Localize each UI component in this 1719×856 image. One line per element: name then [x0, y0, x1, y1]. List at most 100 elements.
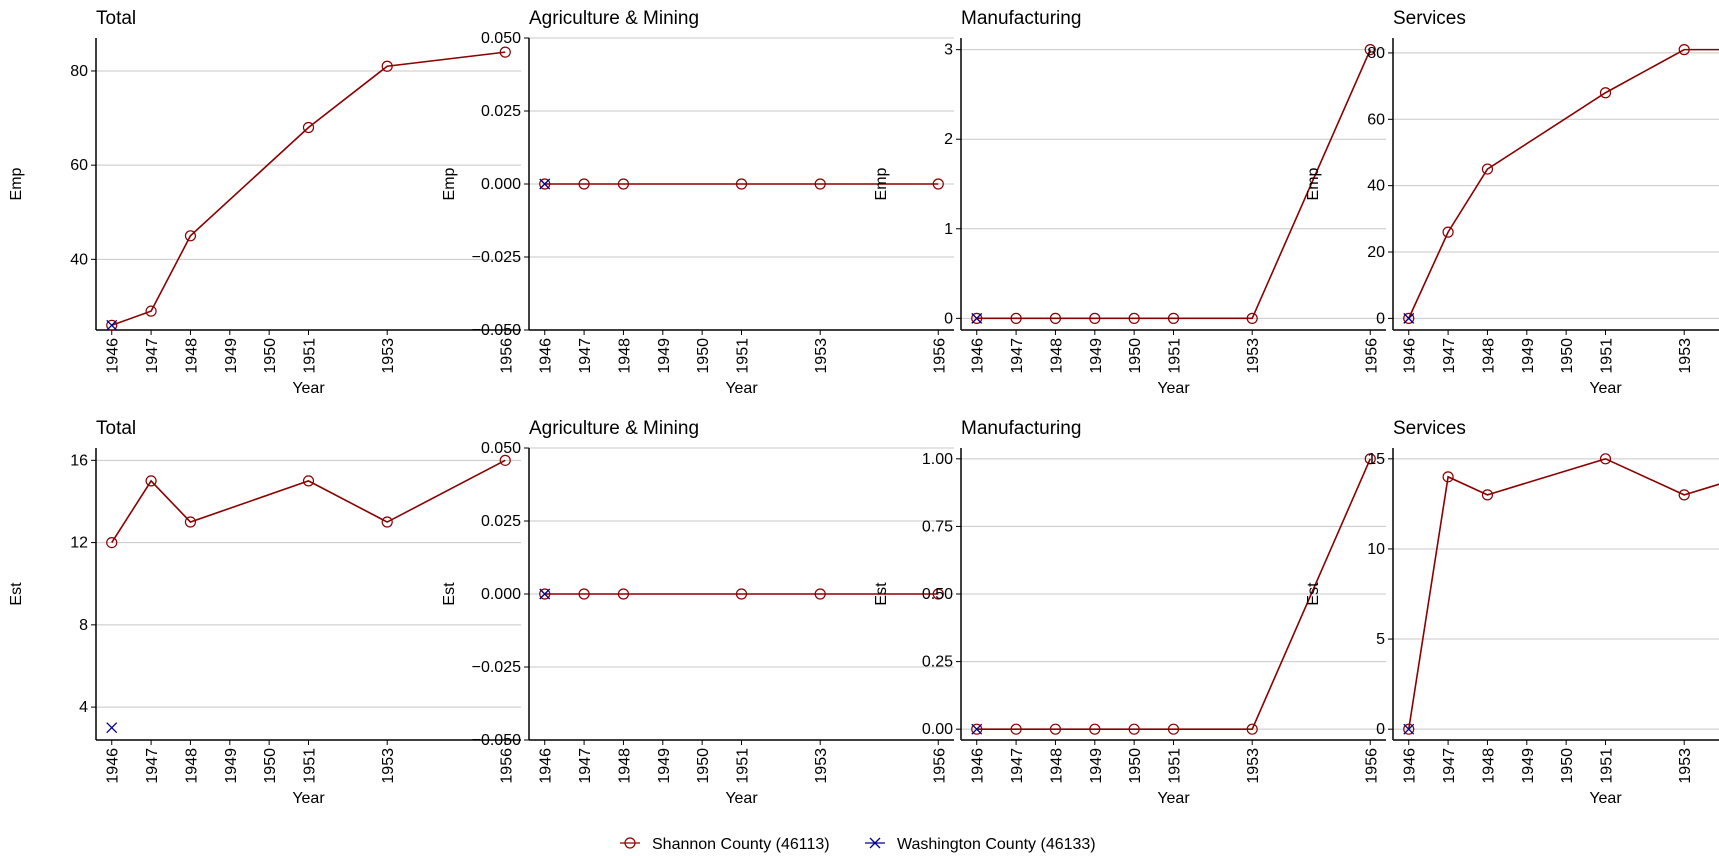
point-shannon: [1481, 489, 1494, 501]
point-shannon: [145, 475, 157, 487]
y-tick-label: 40: [1367, 178, 1385, 195]
point-shannon: [971, 723, 983, 735]
x-tick-label: 1956: [931, 338, 948, 374]
x-tick-label: 1953: [380, 748, 397, 784]
x-axis-title: Year: [292, 790, 325, 807]
panel-title: Agriculture & Mining: [529, 418, 699, 439]
point-washington: [106, 722, 118, 734]
y-tick-label: 0.75: [922, 518, 953, 535]
y-tick-label: 3: [944, 42, 953, 59]
point-shannon: [1089, 312, 1101, 324]
x-tick-label: 1947: [1441, 748, 1458, 784]
series-line-shannon: [111, 459, 506, 544]
point-shannon: [145, 305, 157, 317]
panel-title: Manufacturing: [961, 8, 1081, 29]
x-tick-label: 1950: [262, 338, 279, 374]
x-axis-title: Year: [725, 790, 758, 807]
x-tick-label: 1951: [1167, 748, 1184, 784]
y-axis-title: Est: [873, 582, 890, 606]
x-tick-label: 1951: [1167, 338, 1184, 374]
x-tick-label: 1946: [1402, 748, 1419, 784]
point-shannon: [1246, 312, 1258, 324]
x-tick-label: 1951: [1599, 748, 1616, 784]
x-axis-title: Year: [292, 380, 325, 397]
y-tick-label: 4: [79, 699, 88, 716]
point-shannon: [1599, 87, 1612, 99]
y-tick-label: 0.000: [481, 586, 521, 603]
x-tick-label: 1950: [1559, 338, 1576, 374]
point-shannon: [1089, 723, 1101, 735]
x-tick-label: 1947: [144, 748, 161, 784]
y-tick-label: 0.000: [481, 176, 521, 193]
x-tick-label: 1951: [302, 338, 319, 374]
point-shannon: [735, 588, 748, 600]
x-tick-label: 1956: [931, 748, 948, 784]
x-tick-label: 1956: [1363, 338, 1380, 374]
x-tick-label: 1947: [1009, 338, 1026, 374]
y-axis-title: Est: [8, 582, 25, 606]
x-tick-label: 1948: [1048, 338, 1065, 374]
point-shannon: [539, 588, 551, 600]
series-line-shannon: [111, 51, 506, 327]
y-tick-label: −0.050: [472, 322, 521, 339]
x-tick-label: 1946: [1402, 338, 1419, 374]
y-tick-label: 2: [944, 131, 953, 148]
x-axis-title: Year: [1157, 380, 1190, 397]
x-tick-label: 1947: [1441, 338, 1458, 374]
y-tick-label: 0.050: [481, 440, 521, 457]
y-tick-label: −0.050: [472, 732, 521, 749]
y-tick-label: −0.025: [472, 659, 521, 676]
y-tick-label: 15: [1367, 451, 1385, 468]
point-washington: [106, 319, 118, 331]
x-tick-label: 1948: [183, 748, 200, 784]
x-tick-label: 1951: [302, 748, 319, 784]
point-washington: [971, 723, 983, 735]
point-shannon: [302, 121, 315, 134]
y-tick-label: −0.025: [472, 249, 521, 266]
point-washington: [1403, 312, 1415, 324]
x-tick-label: 1946: [105, 748, 122, 784]
y-axis-title: Est: [1305, 582, 1322, 606]
x-tick-label: 1949: [656, 338, 673, 374]
x-tick-label: 1953: [1677, 338, 1694, 374]
x-tick-label: 1947: [577, 338, 594, 374]
x-tick-label: 1948: [616, 338, 633, 374]
x-tick-label: 1950: [1127, 748, 1144, 784]
x-tick-label: 1947: [577, 748, 594, 784]
y-tick-label: 0.00: [922, 721, 953, 738]
x-tick-label: 1950: [262, 748, 279, 784]
x-tick-label: 1953: [1245, 338, 1262, 374]
x-tick-label: 1950: [1127, 338, 1144, 374]
x-tick-label: 1948: [1480, 338, 1497, 374]
x-tick-label: 1946: [970, 338, 987, 374]
point-washington: [539, 178, 551, 190]
point-shannon: [1049, 723, 1062, 735]
legend-washington-label: Washington County (46133): [897, 836, 1096, 853]
point-shannon: [1599, 453, 1612, 465]
legend-washington-marker: [869, 837, 881, 849]
point-shannon: [735, 178, 748, 190]
y-tick-label: 80: [70, 63, 88, 80]
x-tick-label: 1956: [498, 748, 515, 784]
x-tick-label: 1956: [498, 338, 515, 374]
point-shannon: [302, 475, 315, 487]
y-tick-label: 0.25: [922, 654, 953, 671]
x-axis-title: Year: [1157, 790, 1190, 807]
point-shannon: [381, 516, 393, 528]
y-tick-label: 80: [1367, 45, 1385, 62]
point-washington: [1403, 723, 1415, 735]
point-shannon: [1364, 44, 1376, 56]
panel-title: Total: [96, 418, 136, 439]
legend: Shannon County (46113) Washington County…: [620, 836, 1096, 853]
x-tick-label: 1948: [183, 338, 200, 374]
x-tick-label: 1946: [538, 748, 555, 784]
x-axis-title: Year: [725, 380, 758, 397]
x-tick-label: 1946: [538, 338, 555, 374]
series-line-shannon: [1407, 457, 1719, 730]
x-tick-label: 1949: [1520, 748, 1537, 784]
legend-shannon-label: Shannon County (46113): [652, 836, 830, 853]
y-axis-title: Emp: [8, 167, 25, 200]
x-tick-label: 1951: [1599, 338, 1616, 374]
point-shannon: [1128, 723, 1140, 735]
x-tick-label: 1951: [735, 748, 752, 784]
